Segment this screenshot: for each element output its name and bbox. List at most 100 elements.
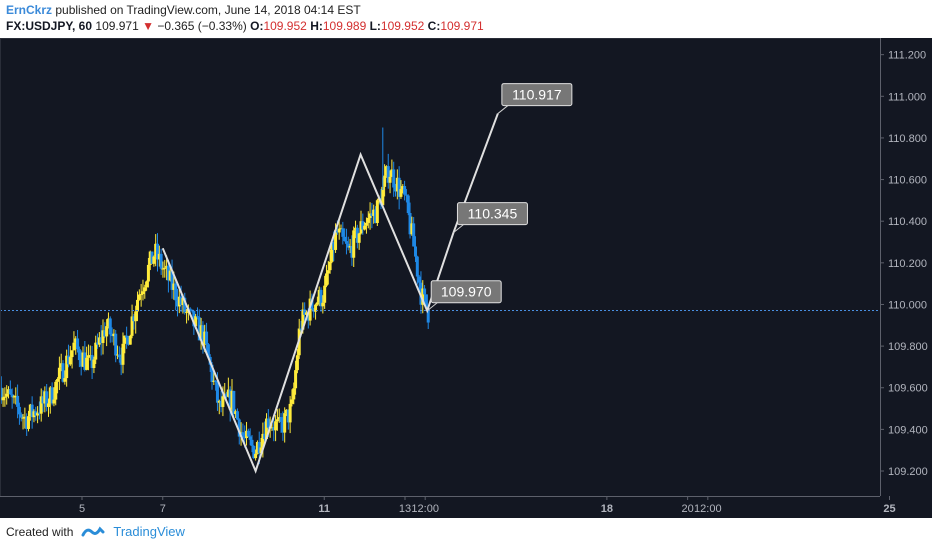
candle-body [383, 175, 387, 187]
candle-body [370, 213, 374, 216]
candle-body [237, 419, 241, 437]
candle-body [134, 311, 138, 322]
candle-body [288, 403, 292, 423]
candle-body [63, 378, 67, 382]
candle-body [5, 393, 9, 397]
candle-body [337, 228, 341, 233]
y-tick-label: 111.000 [888, 91, 926, 103]
candle-body [146, 264, 150, 282]
candle-body [141, 291, 145, 295]
candle-body [352, 230, 356, 258]
last-price: 109.971 [95, 19, 139, 33]
candle-body [137, 294, 141, 300]
annotation-box [501, 83, 573, 107]
candle-body [57, 367, 61, 379]
candle-body [188, 308, 192, 310]
candle-body [194, 316, 198, 327]
candle-body [330, 242, 334, 262]
candle-body [181, 297, 185, 305]
candle-body [179, 296, 183, 305]
candle-body [66, 355, 70, 365]
candle-body [303, 309, 307, 315]
candle-body [299, 328, 303, 330]
candle-body [404, 194, 408, 196]
y-tick-label: 110.000 [888, 299, 927, 311]
candle-body [48, 387, 52, 404]
candle-body [363, 225, 367, 230]
candle-body [301, 309, 305, 330]
candle-body [39, 396, 43, 414]
candle-body [221, 396, 225, 407]
candle-body [245, 430, 249, 438]
candle-body [413, 246, 417, 257]
candle-body [408, 213, 412, 235]
annotation-label: 110.345 [468, 206, 518, 222]
candle-body [201, 325, 205, 345]
candle-body [272, 427, 276, 431]
x-tick-label: 12:00 [694, 503, 722, 515]
candle-body [372, 209, 376, 216]
candle-body [177, 296, 181, 307]
y-tick-label: 110.600 [888, 175, 927, 187]
candle-body [401, 186, 405, 190]
candle-body [361, 221, 365, 230]
candle-body [292, 388, 296, 400]
candle-body [123, 335, 127, 344]
candle-body [344, 241, 348, 244]
tradingview-logo-icon [81, 526, 105, 536]
candle-body [368, 213, 372, 218]
x-tick-label: 11 [318, 503, 330, 515]
candle-body [165, 265, 169, 268]
candle-body [192, 310, 196, 327]
candle-body [415, 256, 419, 277]
candle-body [357, 233, 361, 243]
annotation-box [456, 202, 528, 226]
candle-body [348, 246, 352, 248]
candle-body [334, 230, 338, 250]
candle-body [90, 355, 94, 369]
candle-body [417, 276, 421, 283]
candle-body [0, 387, 3, 401]
candle-body [101, 330, 105, 344]
author-link[interactable]: ErnCkrz [6, 3, 53, 17]
x-tick-label: 20 [682, 503, 694, 515]
candle-body [219, 400, 223, 407]
annotation-label: 110.917 [512, 87, 562, 103]
candle-body [395, 177, 399, 192]
candle-body [423, 288, 427, 295]
candle-body [59, 363, 63, 368]
candle-body [156, 243, 160, 260]
candle-body [88, 355, 92, 357]
candle-body [250, 439, 254, 446]
candle-body [36, 412, 40, 416]
candle-body [354, 227, 358, 231]
candle-body [166, 265, 170, 281]
symbol-label: FX:USDJPY, 60 [6, 19, 93, 33]
candle-body [206, 344, 210, 357]
x-tick-label: 7 [160, 503, 166, 515]
candle-body [374, 209, 378, 224]
candle-body [79, 360, 83, 367]
candle-body [125, 335, 129, 338]
axes-group: 109.200 109.400 109.600 109.800 110.000 110.2… [0, 38, 932, 518]
candle-body [386, 166, 390, 183]
candle-body [114, 333, 118, 356]
candle-body [410, 223, 414, 235]
ticker-line: FX:USDJPY, 60 109.971 ▼ −0.365 (−0.33%) … [6, 18, 484, 34]
candle-body [65, 355, 69, 379]
candle-body [315, 302, 319, 305]
candle-body [28, 404, 32, 417]
candle-body [406, 195, 410, 214]
candle-body [25, 416, 29, 429]
tradingview-brand[interactable]: TradingView [113, 524, 185, 539]
candle-body [119, 357, 123, 365]
candle-body [34, 411, 38, 416]
x-tick-label: 25 [883, 503, 895, 515]
candle-body [32, 411, 36, 418]
y-tick-label: 109.600 [888, 383, 928, 395]
candle-body [364, 222, 368, 226]
candle-body [283, 413, 287, 433]
y-tick-label: 109.400 [888, 424, 928, 436]
price-change: −0.365 (−0.33%) [157, 19, 247, 33]
